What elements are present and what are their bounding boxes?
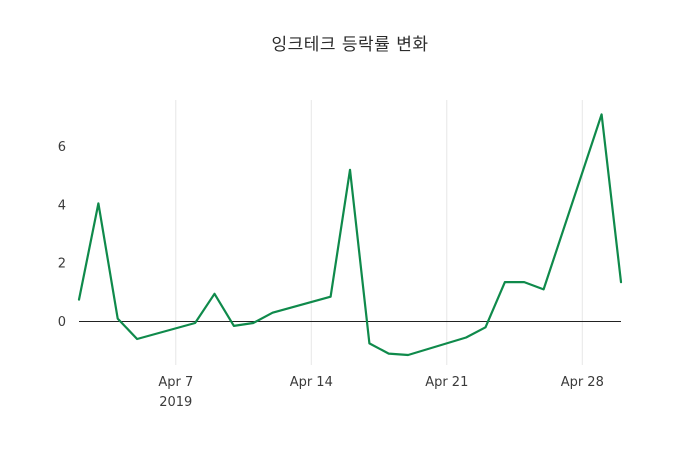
chart-title: 잉크테크 등락률 변화 (271, 35, 429, 55)
series-line (77, 113, 623, 357)
x-tick-label: Apr 28 (561, 375, 604, 390)
x-tick-label: Apr 21 (425, 375, 468, 390)
x-tick-label: Apr 7 (158, 375, 193, 390)
y-tick-label: 6 (58, 140, 66, 155)
y-tick-label: 4 (58, 198, 66, 213)
x-tick-sublabel: 2019 (159, 395, 192, 410)
y-tick-label: 0 (58, 315, 66, 330)
y-tick-label: 2 (58, 257, 66, 272)
x-tick-label: Apr 14 (290, 375, 333, 390)
